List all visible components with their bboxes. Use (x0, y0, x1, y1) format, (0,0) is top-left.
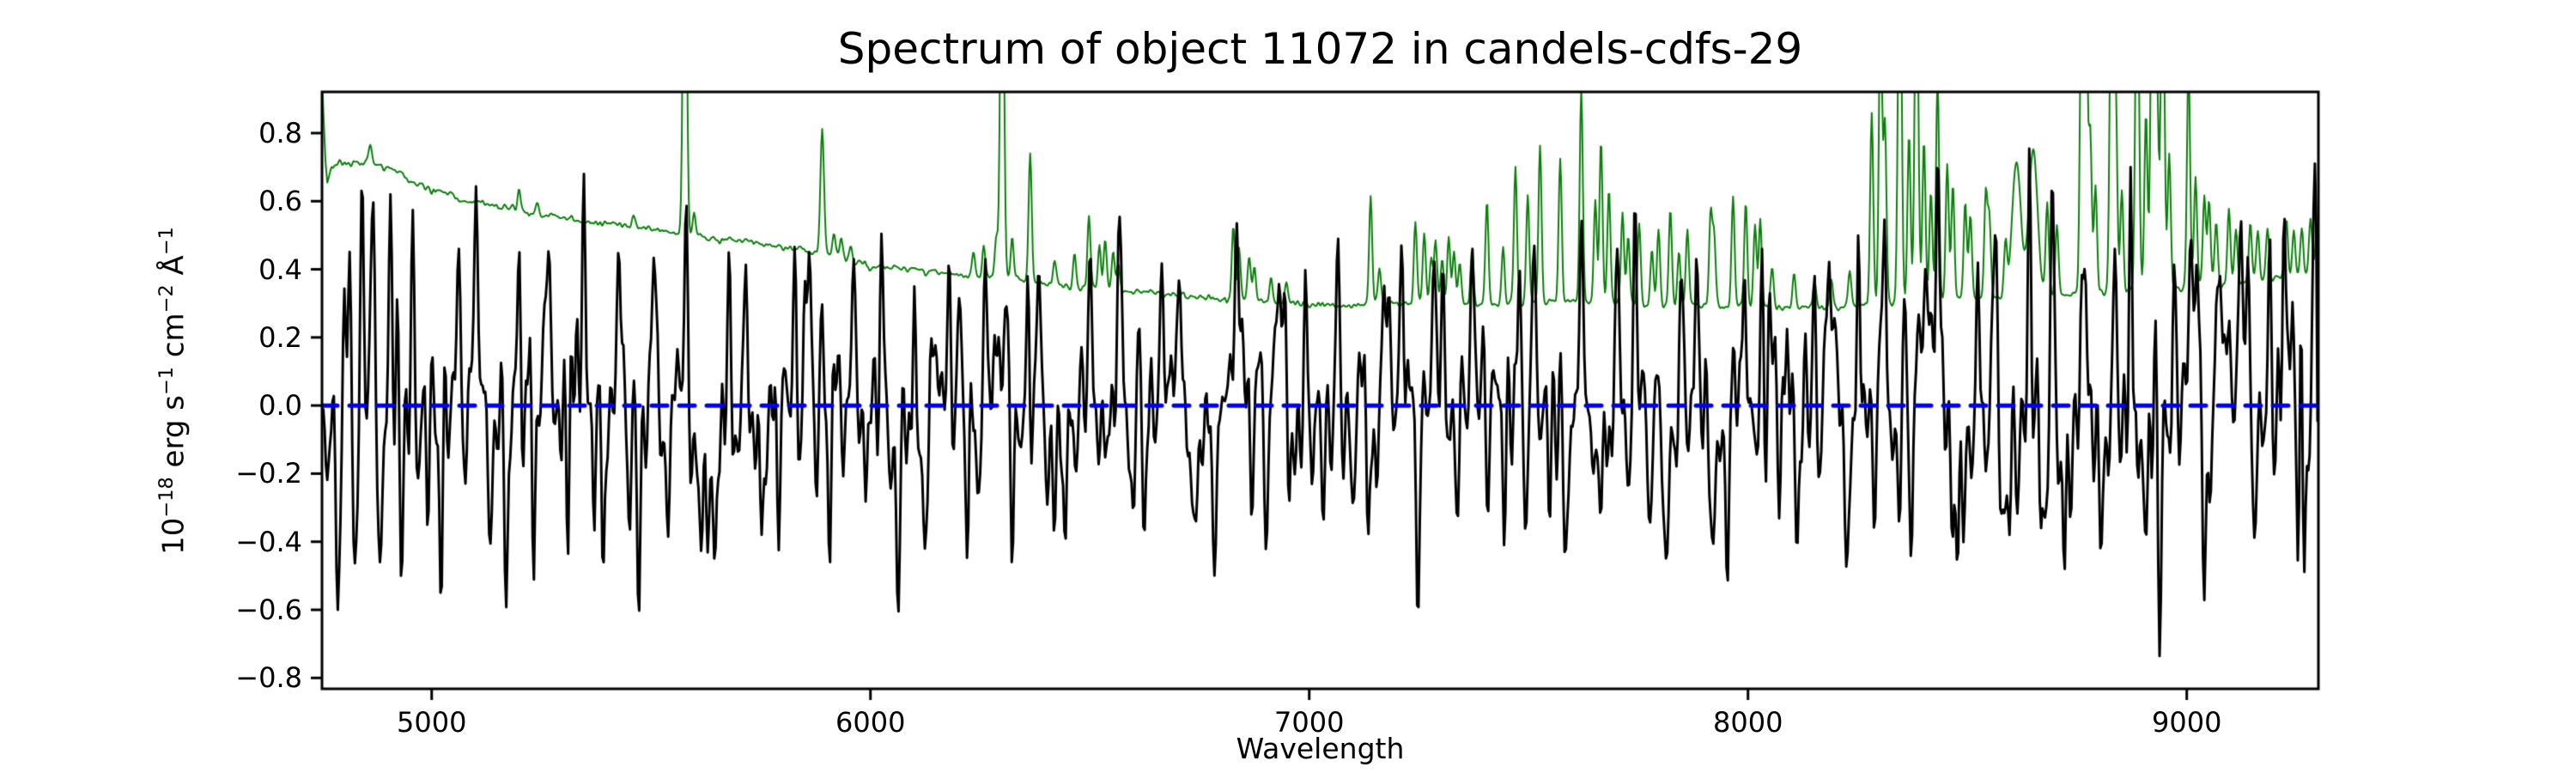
y-tick-label: −0.8 (235, 661, 302, 695)
y-tick-label: −0.6 (235, 593, 302, 627)
x-axis-label: Wavelength (1236, 732, 1405, 765)
x-tick-label: 9000 (2151, 706, 2222, 739)
x-tick-label: 8000 (1712, 706, 1783, 739)
y-tick-label: 0.6 (258, 185, 302, 218)
x-tick-label: 7000 (1274, 706, 1345, 739)
chart-title: Spectrum of object 11072 in candels-cdfs… (837, 24, 1803, 74)
y-tick-label: 0.4 (258, 253, 302, 286)
y-tick-label: 0.0 (258, 389, 302, 423)
y-tick-label: −0.2 (235, 457, 302, 490)
x-tick-label: 6000 (835, 706, 906, 739)
x-tick-label: 5000 (397, 706, 467, 739)
y-tick-label: 0.8 (258, 116, 302, 149)
y-tick-label: 0.2 (258, 320, 302, 354)
y-tick-label: −0.4 (235, 525, 302, 558)
